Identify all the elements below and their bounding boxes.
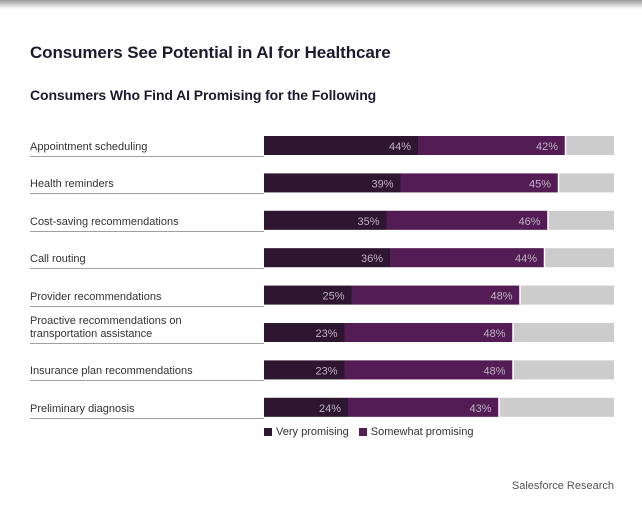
- data-label: 48%: [483, 328, 505, 340]
- row-label-line: Provider recommendations: [30, 290, 162, 303]
- row-label-line: Call routing: [30, 253, 86, 266]
- data-label: 23%: [315, 328, 337, 340]
- legend-swatch-very-promising: [264, 428, 272, 436]
- legend-label: Somewhat promising: [370, 426, 474, 438]
- row-label: Provider recommendations: [30, 291, 264, 307]
- bar-very-promising: [264, 323, 345, 342]
- row-label: Health reminders: [30, 178, 264, 195]
- data-label: 25%: [322, 291, 344, 303]
- bar-very-promising: [264, 210, 387, 230]
- data-label: 24%: [319, 403, 341, 415]
- legend-item-somewhat-promising: Somewhat promising: [358, 426, 474, 438]
- row-label-line: Health reminders: [30, 178, 114, 191]
- data-label: 23%: [315, 365, 337, 377]
- bar-very-promising: [264, 285, 352, 305]
- row-label: Insurance plan recommendations: [30, 365, 264, 382]
- row-label-line: Cost-saving recommendations: [30, 215, 179, 228]
- data-label: 48%: [490, 291, 512, 303]
- data-label: 42%: [536, 141, 558, 153]
- bar-somewhat-promising: [400, 173, 558, 193]
- legend: Very promising Somewhat promising: [264, 426, 473, 438]
- bar-very-promising: [264, 360, 345, 380]
- source-credit: Salesforce Research: [511, 480, 614, 492]
- data-label: 46%: [518, 216, 540, 228]
- row-label: Call routing: [30, 253, 264, 270]
- data-label: 36%: [361, 253, 383, 265]
- bar-very-promising: [264, 248, 390, 268]
- data-label: 35%: [357, 216, 379, 228]
- legend-swatch-somewhat-promising: [358, 428, 367, 436]
- bar-somewhat-promising: [348, 397, 499, 417]
- row-label-line: Proactive recommendations on: [30, 315, 182, 327]
- row-label-line: Insurance plan recommendations: [30, 365, 193, 378]
- bar-somewhat-promising: [344, 360, 513, 380]
- bar-very-promising: [264, 397, 348, 417]
- row-label: Proactive recommendations on transportati…: [30, 315, 264, 344]
- data-label: 43%: [469, 403, 491, 415]
- data-label: 48%: [483, 365, 505, 377]
- bar-very-promising: [264, 173, 401, 193]
- data-label: 44%: [515, 253, 537, 265]
- row-label: Appointment scheduling: [30, 141, 264, 157]
- bar-somewhat-promising: [344, 323, 513, 342]
- data-label: 39%: [371, 178, 393, 190]
- row-label: Preliminary diagnosis: [30, 403, 264, 419]
- bar-somewhat-promising: [390, 248, 544, 268]
- bar-somewhat-promising: [418, 136, 565, 155]
- page-title: Consumers See Potential in AI for Health…: [30, 43, 391, 62]
- bar-very-promising: [264, 136, 418, 155]
- row-label-line: Appointment scheduling: [30, 141, 148, 153]
- legend-label: Very promising: [276, 426, 349, 438]
- row-label: Cost-saving recommendations: [30, 216, 264, 232]
- bar-somewhat-promising: [386, 210, 548, 230]
- data-label: 44%: [389, 141, 411, 153]
- data-label: 45%: [529, 178, 551, 190]
- chart-subtitle: Consumers Who Find AI Promising for the …: [30, 87, 377, 103]
- bar-somewhat-promising: [351, 285, 520, 305]
- row-label-line: transportation assistance: [30, 328, 153, 340]
- row-label-line: Preliminary diagnosis: [30, 402, 135, 415]
- legend-item-very-promising: Very promising: [264, 426, 349, 438]
- top-shadow: [0, 0, 642, 9]
